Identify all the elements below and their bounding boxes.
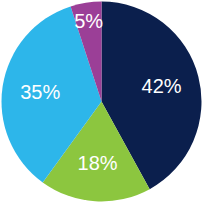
svg-text:42%: 42% — [142, 75, 182, 97]
svg-text:18%: 18% — [78, 152, 118, 174]
svg-text:5%: 5% — [74, 10, 103, 32]
svg-text:35%: 35% — [20, 81, 60, 103]
